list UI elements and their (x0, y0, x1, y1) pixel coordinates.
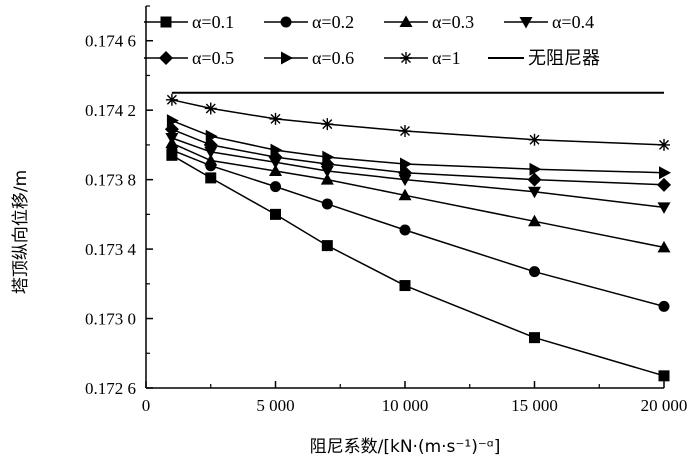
series-line-0 (171, 154, 665, 377)
data-point (399, 125, 411, 138)
data-point (321, 240, 333, 252)
data-point (658, 370, 670, 382)
series-markers (164, 93, 671, 382)
data-point (399, 224, 411, 236)
data-point (527, 172, 542, 187)
x-axis-label: 阻尼系数/[kN·(m·s⁻¹)⁻ᵅ] (310, 437, 501, 457)
x-tick-label: 0 (142, 396, 151, 415)
data-point (657, 177, 671, 192)
y-tick-label: 0.173 8 (85, 171, 136, 190)
data-point (205, 129, 218, 143)
legend-label: α=0.3 (432, 12, 474, 32)
y-axis-label: 塔顶纵向位移/m (11, 170, 31, 294)
x-tick-label: 10 000 (382, 396, 429, 415)
data-point (270, 181, 281, 193)
y-tick-label: 0.174 6 (85, 32, 136, 51)
data-point (204, 154, 218, 166)
data-point (204, 102, 217, 115)
data-point (528, 133, 541, 146)
data-point (529, 266, 540, 278)
legend-label: α=0.4 (552, 12, 594, 32)
data-point (270, 208, 281, 220)
legend-marker (280, 16, 292, 28)
legend-marker (160, 16, 172, 28)
axes: 0 5 000 10 000 15 000 20 000 0.172 6 0.173 0 0.… (85, 5, 688, 415)
data-point (166, 114, 179, 128)
series-line-6 (171, 99, 665, 146)
data-point (529, 332, 540, 344)
legend-label: α=0.6 (312, 48, 354, 68)
data-point (320, 173, 334, 185)
data-point (400, 157, 412, 171)
y-tick-label: 0.173 0 (85, 310, 136, 329)
x-tick-label: 5 000 (256, 396, 294, 415)
legend-label: 无阻尼器 (528, 48, 600, 68)
data-point (269, 164, 282, 176)
legend-marker (399, 15, 413, 27)
data-point (398, 188, 412, 201)
data-point (322, 150, 335, 164)
legend-label: α=0.2 (312, 12, 354, 32)
data-point (528, 186, 541, 199)
y-tick-label: 0.172 6 (85, 379, 136, 398)
series-line-5 (171, 119, 665, 174)
legend-label: α=1 (432, 48, 461, 68)
data-point (165, 93, 178, 106)
y-tick-label: 0.173 4 (85, 240, 137, 259)
data-point (657, 202, 671, 214)
data-point (529, 162, 542, 176)
data-point (321, 118, 334, 131)
y-tick-label: 0.174 2 (85, 101, 136, 120)
legend-marker (159, 51, 173, 65)
legend-label: α=0.5 (192, 48, 234, 68)
data-point (658, 138, 670, 151)
legend: α=0.1 α=0.2 α=0.3 α=0.4 α=0.5 α=0.6 α=1 无阻尼器 (144, 12, 600, 68)
series-lines (171, 91, 665, 377)
data-point (321, 198, 333, 210)
series-line-2 (171, 142, 665, 249)
data-point (659, 166, 671, 180)
data-point (528, 214, 541, 227)
data-point (205, 172, 217, 184)
legend-label: α=0.1 (192, 12, 234, 32)
data-point (204, 146, 218, 159)
x-tick-label: 20 000 (641, 396, 688, 415)
legend-marker (281, 51, 293, 65)
data-point (270, 143, 283, 157)
legend-marker (519, 17, 533, 29)
data-point (165, 132, 179, 145)
data-point (399, 280, 411, 292)
data-point (398, 174, 412, 187)
data-point (320, 165, 334, 178)
legend-marker (400, 52, 412, 64)
x-tick-label: 15 000 (511, 396, 558, 415)
data-point (657, 240, 671, 253)
data-point (658, 300, 670, 312)
data-point (269, 112, 282, 125)
